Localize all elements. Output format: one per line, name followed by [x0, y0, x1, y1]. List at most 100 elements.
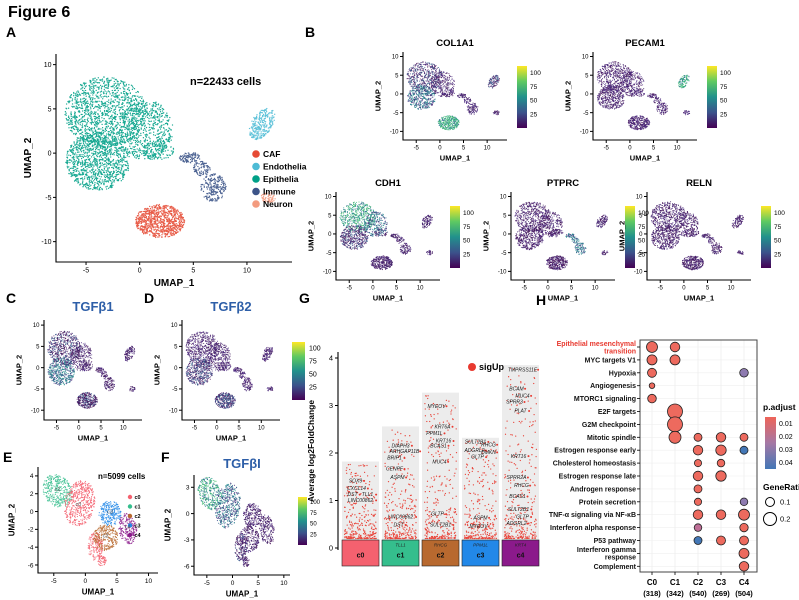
svg-text:0.01: 0.01 — [779, 421, 793, 428]
umap-celltypes-plot: -5 0 5 10 -10 -5 0 5 10 UMAP_1 UMAP_2 n=22433 cells… — [23, 54, 307, 289]
feature-plot-reln: RELN -5 0 5 10 -10 -5 0 5 10 UMAP_1 UMAP_2 100 75 50 25 — [618, 178, 786, 303]
svg-text:ASPM: ASPM — [472, 516, 488, 522]
svg-text:CXCL14: CXCL14 — [347, 486, 366, 492]
svg-text:0: 0 — [77, 426, 81, 432]
svg-text:UMAP_2: UMAP_2 — [23, 137, 34, 178]
svg-text:n=5099 cells: n=5099 cells — [98, 472, 146, 481]
svg-text:(540): (540) — [689, 589, 707, 598]
svg-text:DIAPH3: DIAPH3 — [391, 443, 409, 449]
svg-text:MUC4: MUC4 — [515, 393, 529, 399]
svg-text:-5: -5 — [583, 111, 589, 117]
panel-label-g: G — [299, 290, 310, 306]
shared-colorbar: 100 75 50 25 — [292, 342, 321, 400]
svg-text:100: 100 — [638, 210, 649, 217]
feature-plot-col1a1: COL1A1 -5 0 5 10 -10 -5 0 5 10 UMAP_1 UMAP_2 100 75 50… — [374, 38, 542, 163]
svg-text:-10: -10 — [390, 129, 399, 135]
svg-text:-5: -5 — [326, 251, 332, 257]
svg-text:-5: -5 — [604, 146, 610, 152]
svg-text:-5: -5 — [637, 251, 643, 257]
svg-text:50: 50 — [463, 238, 471, 245]
svg-text:5: 5 — [652, 146, 656, 152]
svg-text:-6: -6 — [184, 564, 190, 571]
svg-text:Neuron: Neuron — [263, 199, 293, 209]
svg-text:-5: -5 — [414, 146, 420, 152]
svg-text:UMAP_2: UMAP_2 — [307, 221, 316, 251]
svg-text:0: 0 — [186, 511, 190, 518]
svg-text:5: 5 — [174, 344, 178, 350]
svg-text:5: 5 — [191, 268, 195, 275]
svg-text:5: 5 — [395, 73, 399, 79]
svg-text:UMAP_1: UMAP_1 — [684, 294, 714, 303]
svg-text:10: 10 — [325, 195, 332, 201]
svg-text:5: 5 — [328, 213, 332, 219]
svg-text:-5: -5 — [54, 426, 60, 432]
svg-text:SOX9: SOX9 — [349, 478, 363, 484]
svg-text:0: 0 — [84, 578, 88, 585]
svg-text:Hypoxia: Hypoxia — [609, 370, 636, 377]
svg-text:-10: -10 — [580, 129, 589, 135]
svg-text:-5: -5 — [192, 426, 198, 432]
svg-text:Cholesterol homeostasis: Cholesterol homeostasis — [553, 461, 636, 468]
panel-label-d: D — [144, 290, 155, 306]
svg-text:c4: c4 — [517, 553, 525, 560]
svg-text:UMAP_1: UMAP_1 — [78, 434, 108, 443]
svg-text:BCAM: BCAM — [509, 386, 524, 392]
svg-text:UMAP_2: UMAP_2 — [374, 81, 383, 111]
feature-plot-tgfb2: TGFβ2 -5 0 5 10 -10 -5 0 5 10 UMAP_1 UMAP_2 — [153, 299, 280, 443]
svg-text:RHCG: RHCG — [514, 483, 529, 489]
svg-text:Androgen response: Androgen response — [570, 486, 636, 493]
svg-text:c3: c3 — [477, 553, 485, 560]
svg-text:10: 10 — [592, 286, 599, 292]
svg-text:0: 0 — [503, 232, 507, 238]
svg-text:Estrogen response late: Estrogen response late — [559, 474, 637, 481]
svg-text:KRT16: KRT16 — [511, 454, 527, 460]
svg-text:1: 1 — [329, 496, 333, 505]
svg-text:100: 100 — [310, 500, 321, 506]
svg-text:25: 25 — [720, 111, 728, 118]
svg-text:ASPM: ASPM — [389, 475, 405, 481]
svg-text:C4: C4 — [739, 578, 750, 587]
svg-text:-5: -5 — [501, 251, 507, 257]
svg-text:5: 5 — [115, 578, 119, 585]
svg-text:DST: DST — [348, 492, 359, 498]
svg-text:5: 5 — [99, 426, 103, 432]
svg-text:-5: -5 — [83, 268, 89, 275]
svg-text:25: 25 — [309, 385, 317, 392]
svg-text:-5: -5 — [172, 387, 178, 393]
svg-text:UMAP_2: UMAP_2 — [564, 81, 573, 111]
svg-text:75: 75 — [720, 84, 728, 91]
svg-text:5: 5 — [639, 213, 643, 219]
svg-text:10: 10 — [145, 578, 153, 585]
svg-text:5: 5 — [585, 73, 589, 79]
svg-text:10: 10 — [243, 268, 251, 275]
svg-text:0: 0 — [639, 232, 643, 238]
svg-text:10: 10 — [120, 426, 127, 432]
svg-text:ADGRL2: ADGRL2 — [463, 448, 484, 454]
svg-text:MUC4: MUC4 — [432, 459, 446, 465]
svg-text:5: 5 — [503, 213, 507, 219]
svg-text:0: 0 — [438, 146, 442, 152]
svg-text:E2F targets: E2F targets — [598, 409, 636, 416]
svg-text:5: 5 — [256, 580, 260, 587]
svg-text:Epithelia: Epithelia — [263, 174, 299, 184]
svg-text:TNF-α signaling via NF-κB: TNF-α signaling via NF-κB — [549, 512, 636, 519]
svg-text:0: 0 — [329, 544, 333, 553]
svg-text:SULT2B1: SULT2B1 — [465, 440, 487, 446]
feature-plot-pecam1: PECAM1 -5 0 5 10 -10 -5 0 5 10 UMAP_1 UMAP_2 100 75 50… — [564, 38, 732, 163]
svg-text:3: 3 — [329, 401, 333, 410]
svg-text:TGFβ1: TGFβ1 — [72, 299, 113, 314]
svg-text:SULT2B1: SULT2B1 — [430, 523, 452, 529]
svg-text:10: 10 — [392, 55, 399, 61]
svg-text:KRT16: KRT16 — [436, 439, 452, 445]
svg-text:-3: -3 — [184, 537, 190, 544]
svg-text:50: 50 — [720, 98, 728, 105]
svg-text:100: 100 — [720, 70, 731, 77]
svg-text:GLTP: GLTP — [431, 512, 444, 518]
svg-text:10: 10 — [280, 580, 288, 587]
svg-text:SPRR3: SPRR3 — [506, 400, 523, 406]
svg-text:PTPRC: PTPRC — [547, 178, 579, 189]
svg-text:BCAS1: BCAS1 — [430, 443, 447, 449]
svg-text:RHCG: RHCG — [434, 543, 448, 548]
